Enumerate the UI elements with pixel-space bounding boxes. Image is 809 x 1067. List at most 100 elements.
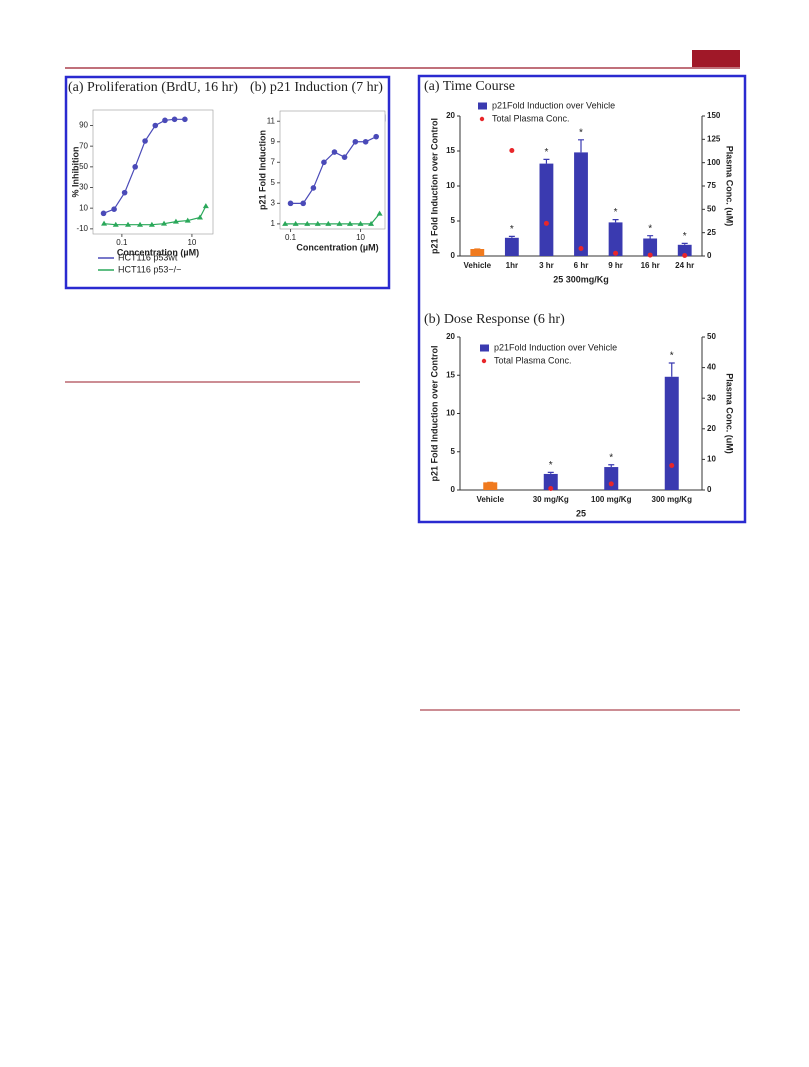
- plot-frame: [279, 110, 386, 230]
- y2-axis-title: Plasma Conc. (uM): [725, 373, 735, 454]
- y2-tick-label: 75: [707, 181, 716, 190]
- significance-mark: *: [609, 452, 613, 463]
- bar: [643, 238, 658, 256]
- x-tick-label: 10: [356, 233, 365, 242]
- bar: [574, 152, 588, 256]
- x-tick-label: 300 mg/Kg: [652, 495, 693, 504]
- y-axis-title: % Inhibition: [70, 147, 80, 198]
- plasma-point: [608, 481, 614, 487]
- y2-tick-label: 150: [707, 111, 721, 120]
- legend-label: Total Plasma Conc.: [494, 355, 572, 365]
- legend-label: Total Plasma Conc.: [492, 113, 570, 123]
- point: [161, 220, 168, 226]
- plot-frame: [92, 109, 214, 235]
- plasma-point: [613, 250, 619, 256]
- error-bar: [543, 158, 550, 164]
- y-tick-label: 20: [446, 111, 455, 120]
- bar: [543, 473, 558, 490]
- point: [184, 217, 191, 223]
- y-axis-title: p21 Fold Induction over Control: [429, 118, 439, 254]
- figure-frame: [417, 74, 747, 524]
- point: [310, 185, 317, 191]
- legend-swatch: [481, 358, 487, 364]
- bar: [608, 222, 623, 256]
- error-bar: [612, 219, 619, 223]
- point: [325, 220, 332, 226]
- bar: [539, 163, 554, 256]
- y-tick-label: 1: [271, 219, 276, 228]
- y-tick-label: 11: [267, 116, 276, 125]
- y-tick-label: 3: [271, 198, 276, 207]
- legend-label: HCT116 p53wt: [118, 252, 178, 262]
- point: [100, 210, 107, 217]
- y-tick-label: 30: [79, 183, 88, 192]
- point: [172, 218, 179, 224]
- y-tick-label: 10: [446, 409, 455, 418]
- point: [357, 220, 364, 226]
- significance-mark: *: [670, 351, 674, 362]
- bar: [470, 249, 485, 256]
- point: [282, 220, 289, 226]
- series-line: [103, 205, 207, 226]
- point: [171, 116, 178, 123]
- legend-swatch: [480, 344, 489, 352]
- y-tick-label: 9: [271, 137, 276, 146]
- point: [148, 221, 155, 227]
- point: [196, 214, 203, 220]
- point: [287, 200, 294, 207]
- y2-tick-label: 20: [707, 424, 716, 433]
- figure-title: (a) Time Course: [424, 79, 515, 94]
- point: [202, 203, 209, 209]
- error-bar: [681, 242, 688, 245]
- x-tick-label: 3 hr: [539, 261, 554, 270]
- y2-tick-label: 50: [707, 204, 716, 213]
- plasma-point: [669, 463, 675, 469]
- significance-mark: *: [579, 127, 583, 138]
- x-tick-label: 1hr: [506, 261, 518, 270]
- y2-tick-label: 10: [707, 455, 716, 464]
- y2-tick-label: 50: [707, 332, 716, 341]
- significance-mark: *: [549, 460, 553, 471]
- y2-tick-label: 0: [707, 485, 712, 494]
- y-tick-label: 15: [446, 370, 455, 379]
- point: [347, 220, 353, 226]
- point: [162, 117, 168, 124]
- y-tick-label: 0: [451, 251, 456, 260]
- point: [362, 138, 369, 145]
- point: [376, 210, 383, 216]
- x-tick-label: 24 hr: [675, 261, 694, 270]
- y-tick-label: 70: [79, 141, 88, 150]
- header-block: [692, 50, 740, 67]
- plasma-point: [548, 485, 554, 491]
- y2-tick-label: 30: [707, 393, 716, 402]
- series-line: [285, 213, 381, 225]
- x-tick-label: Vehicle: [463, 261, 491, 270]
- point: [336, 220, 343, 226]
- plasma-point: [647, 252, 653, 258]
- point: [368, 220, 375, 226]
- error-bar: [647, 235, 654, 239]
- point: [132, 164, 138, 170]
- point: [373, 133, 379, 140]
- y2-tick-label: 25: [707, 228, 716, 237]
- y2-tick-label: 0: [707, 251, 712, 260]
- y-tick-label: 5: [451, 447, 456, 456]
- point: [101, 220, 108, 226]
- error-bar: [508, 235, 515, 238]
- figure-title: (a) Proliferation (BrdU, 16 hr): [68, 80, 238, 95]
- point: [352, 138, 359, 145]
- y-tick-label: 10: [79, 203, 88, 212]
- point: [121, 189, 128, 196]
- y-tick-label: 15: [446, 146, 455, 155]
- x-tick-label: Vehicle: [476, 495, 504, 504]
- x-axis-title: 25: [576, 508, 586, 518]
- y2-axis-title: Plasma Conc. (uM): [725, 146, 735, 227]
- plasma-point: [578, 246, 584, 252]
- x-tick-label: 9 hr: [608, 261, 623, 270]
- bar: [677, 244, 692, 256]
- significance-mark: *: [614, 207, 618, 218]
- y2-tick-label: 125: [707, 134, 721, 143]
- point: [112, 221, 119, 227]
